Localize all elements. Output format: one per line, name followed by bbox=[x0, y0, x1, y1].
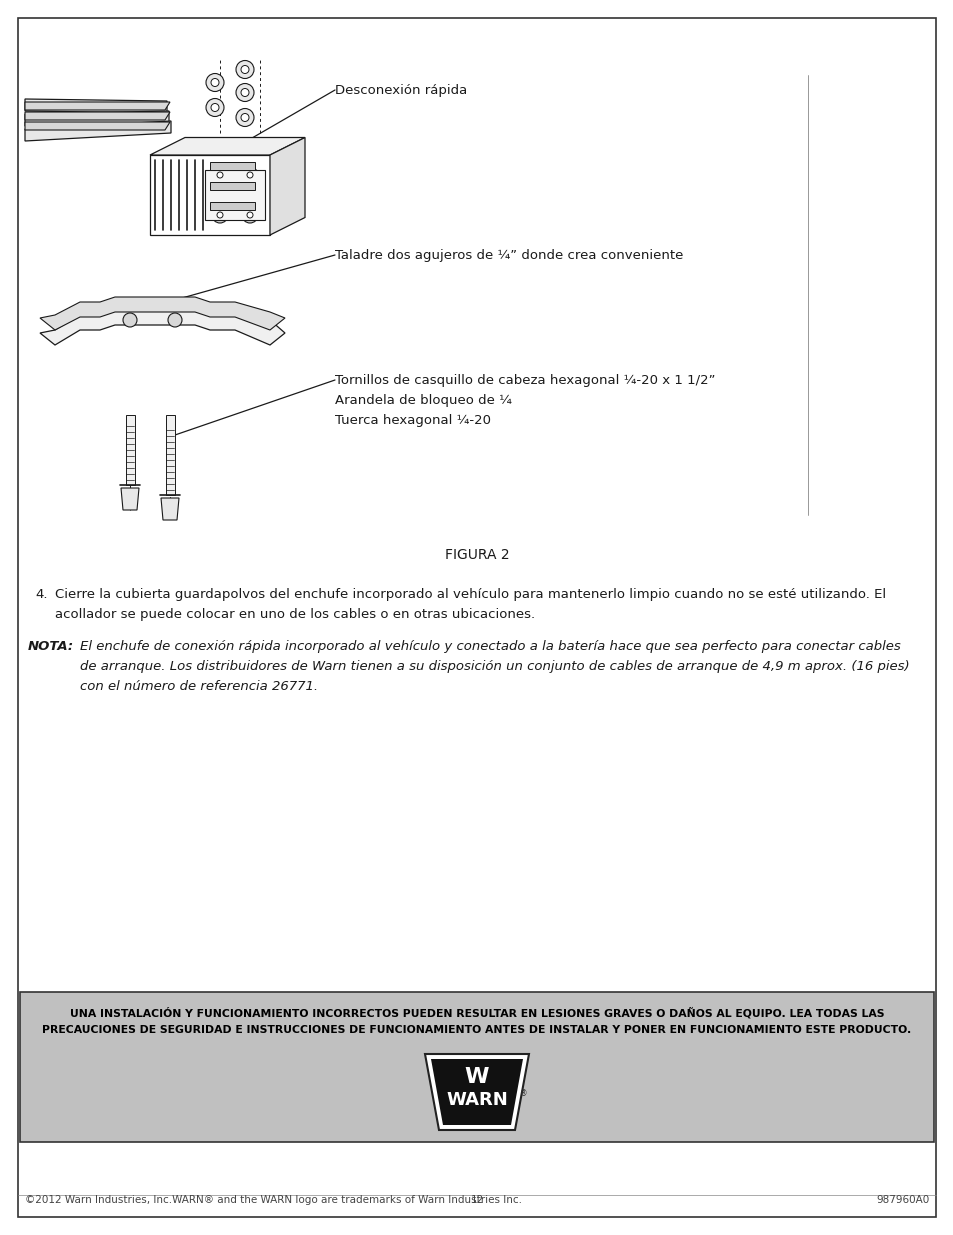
Text: Arandela de bloqueo de ¼: Arandela de bloqueo de ¼ bbox=[335, 394, 512, 406]
Polygon shape bbox=[161, 498, 179, 520]
Circle shape bbox=[216, 172, 223, 178]
Text: Tuerca hexagonal ¼-20: Tuerca hexagonal ¼-20 bbox=[335, 414, 491, 426]
Circle shape bbox=[247, 172, 253, 178]
Circle shape bbox=[241, 89, 249, 96]
Bar bbox=[210, 182, 254, 190]
Text: El enchufe de conexión rápida incorporado al vehículo y conectado a la batería h: El enchufe de conexión rápida incorporad… bbox=[80, 640, 900, 653]
Polygon shape bbox=[205, 170, 265, 220]
Text: Tornillos de casquillo de cabeza hexagonal ¼-20 x 1 1/2”: Tornillos de casquillo de cabeza hexagon… bbox=[335, 373, 715, 387]
Circle shape bbox=[242, 207, 257, 224]
Polygon shape bbox=[40, 296, 285, 330]
Polygon shape bbox=[25, 122, 170, 130]
Text: con el número de referencia 26771.: con el número de referencia 26771. bbox=[80, 680, 317, 693]
Bar bbox=[126, 415, 135, 485]
Circle shape bbox=[212, 167, 228, 183]
Polygon shape bbox=[121, 488, 139, 510]
Circle shape bbox=[206, 99, 224, 116]
Polygon shape bbox=[150, 156, 270, 235]
Text: acollador se puede colocar en uno de los cables o en otras ubicaciones.: acollador se puede colocar en uno de los… bbox=[55, 608, 535, 621]
Text: W: W bbox=[464, 1067, 489, 1087]
Polygon shape bbox=[25, 111, 169, 126]
Text: FIGURA 2: FIGURA 2 bbox=[444, 548, 509, 562]
Text: ©2012 Warn Industries, Inc.WARN® and the WARN logo are trademarks of Warn Indust: ©2012 Warn Industries, Inc.WARN® and the… bbox=[25, 1195, 521, 1205]
Polygon shape bbox=[25, 99, 167, 112]
Polygon shape bbox=[25, 103, 170, 110]
Bar bbox=[20, 992, 933, 1142]
Text: 4.: 4. bbox=[35, 588, 48, 601]
Text: PRECAUCIONES DE SEGURIDAD E INSTRUCCIONES DE FUNCIONAMIENTO ANTES DE INSTALAR Y : PRECAUCIONES DE SEGURIDAD E INSTRUCCIONE… bbox=[42, 1025, 911, 1035]
Circle shape bbox=[242, 167, 257, 183]
Circle shape bbox=[211, 104, 219, 111]
Circle shape bbox=[206, 74, 224, 91]
Polygon shape bbox=[270, 137, 305, 235]
Text: 12: 12 bbox=[470, 1195, 483, 1205]
Circle shape bbox=[168, 312, 182, 327]
Circle shape bbox=[241, 65, 249, 74]
Circle shape bbox=[247, 212, 253, 219]
Text: de arranque. Los distribuidores de Warn tienen a su disposición un conjunto de c: de arranque. Los distribuidores de Warn … bbox=[80, 659, 908, 673]
Bar bbox=[166, 415, 174, 495]
Polygon shape bbox=[431, 1058, 522, 1125]
Circle shape bbox=[123, 312, 137, 327]
Polygon shape bbox=[25, 112, 170, 120]
Polygon shape bbox=[150, 137, 305, 156]
Text: NOTA:: NOTA: bbox=[28, 640, 74, 653]
Bar bbox=[210, 203, 254, 210]
Circle shape bbox=[211, 79, 219, 86]
Circle shape bbox=[241, 114, 249, 121]
Polygon shape bbox=[25, 121, 171, 141]
Circle shape bbox=[235, 84, 253, 101]
Bar bbox=[210, 162, 254, 170]
Circle shape bbox=[235, 109, 253, 126]
Text: WARN: WARN bbox=[446, 1091, 507, 1109]
Text: UNA INSTALACIÓN Y FUNCIONAMIENTO INCORRECTOS PUEDEN RESULTAR EN LESIONES GRAVES : UNA INSTALACIÓN Y FUNCIONAMIENTO INCORRE… bbox=[70, 1007, 883, 1019]
Text: ®: ® bbox=[519, 1089, 527, 1098]
Text: Cierre la cubierta guardapolvos del enchufe incorporado al vehículo para mantene: Cierre la cubierta guardapolvos del ench… bbox=[55, 588, 885, 601]
Text: Taladre dos agujeros de ¼” donde crea conveniente: Taladre dos agujeros de ¼” donde crea co… bbox=[335, 248, 682, 262]
Text: Desconexión rápida: Desconexión rápida bbox=[335, 84, 467, 96]
Polygon shape bbox=[40, 310, 285, 345]
Text: 987960A0: 987960A0 bbox=[876, 1195, 929, 1205]
Circle shape bbox=[216, 212, 223, 219]
Polygon shape bbox=[424, 1053, 529, 1130]
Circle shape bbox=[235, 61, 253, 79]
Circle shape bbox=[212, 207, 228, 224]
